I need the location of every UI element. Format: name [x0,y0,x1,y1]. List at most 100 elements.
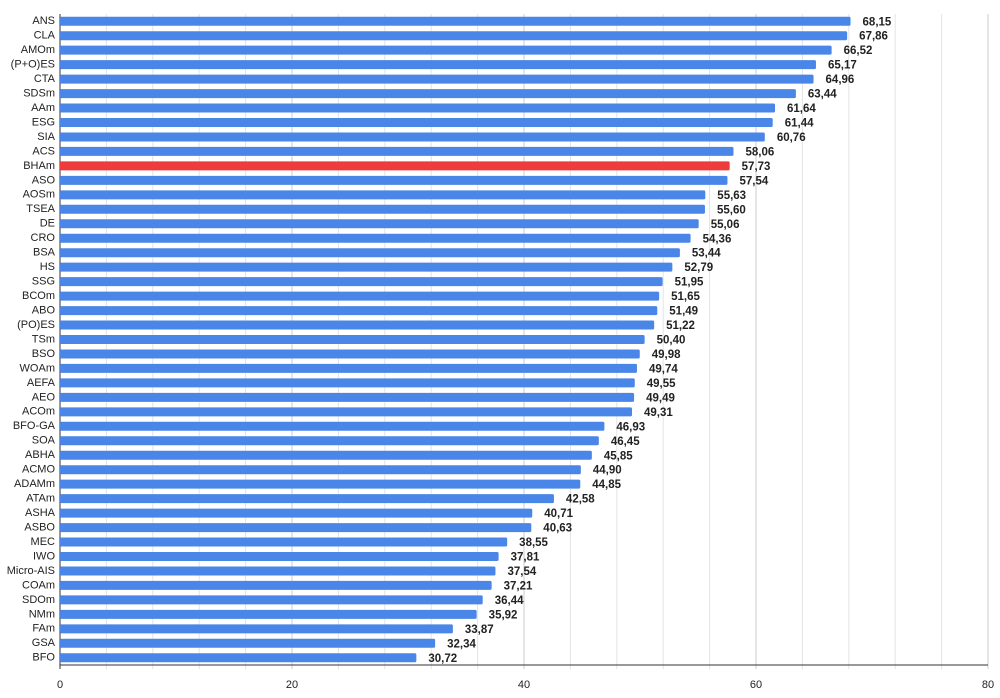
category-label: IWO [33,550,55,562]
category-label: AOSm [23,189,55,201]
bar [60,204,705,214]
value-label: 51,95 [675,277,704,289]
bar [60,494,554,504]
category-label: BFO-GA [13,420,56,432]
value-label: 55,63 [717,190,746,202]
value-label: 35,92 [489,609,518,621]
category-label: Micro-AIS [7,565,55,577]
value-label: 40,71 [544,508,573,520]
bar [60,190,706,200]
value-label: 51,22 [666,320,695,332]
bar [60,378,635,388]
category-label: WOAm [20,362,55,374]
bar [60,421,605,431]
value-label: 33,87 [465,624,494,636]
value-label: 42,58 [566,494,595,506]
value-label: 58,06 [745,146,774,158]
value-label: 63,44 [808,89,837,101]
category-label: SIA [37,131,55,143]
value-label: 65,17 [828,60,857,72]
value-label: 57,54 [739,175,768,187]
category-label: ABHA [25,449,56,461]
bar [60,407,632,417]
bar [60,277,663,287]
category-label: ASO [32,174,56,186]
bar [60,335,645,344]
category-label: BHAm [23,160,55,172]
bar [60,60,816,70]
value-label: 37,21 [504,580,533,592]
bar [60,16,851,26]
value-label: 36,44 [495,595,524,607]
category-label: (P+O)ES [11,59,55,71]
bar [60,262,673,272]
category-label: DE [40,218,55,230]
bar [60,609,477,619]
category-label: AMOm [21,44,55,56]
bar [60,508,533,518]
x-tick-label: 60 [750,679,762,691]
bar [60,248,680,258]
bar [60,436,599,446]
value-label: 53,44 [692,248,721,260]
category-label: SSG [32,276,55,288]
x-tick-label: 20 [286,679,298,691]
category-label: ANS [32,15,55,27]
category-label: TSm [32,333,55,345]
category-label: MEC [31,536,56,548]
bar [60,320,655,330]
x-tick-label: 0 [57,679,63,691]
bar [60,653,417,663]
value-label: 68,15 [863,16,892,28]
value-label: 55,60 [717,204,746,216]
category-label: BSO [32,348,56,360]
bar [60,363,637,373]
bar [60,118,773,127]
bar [60,580,492,590]
category-label: ADAMm [14,478,55,490]
bar [60,89,796,99]
category-label: AAm [31,102,55,114]
category-label: (PO)ES [17,319,55,331]
bar [60,349,640,359]
bar [60,624,453,634]
value-label: 37,81 [511,552,540,564]
bar [60,537,508,547]
category-label: SDSm [23,87,55,99]
bar [60,233,691,243]
value-label: 64,96 [826,74,855,86]
category-label: CTA [34,73,56,85]
category-label: ACS [32,145,55,157]
bar [60,132,765,142]
bar [60,146,734,156]
bar [60,219,699,229]
bar [60,465,581,475]
category-label: TSEA [26,203,55,215]
category-label: NMm [29,608,55,620]
value-label: 55,06 [711,219,740,231]
value-label: 51,65 [671,291,700,303]
category-label: FAm [32,623,55,635]
value-label: 49,98 [652,349,681,361]
value-label: 49,74 [649,363,678,375]
category-label: CLA [34,30,56,42]
category-label: COAm [22,579,55,591]
value-label: 57,73 [742,161,771,173]
bar [60,595,483,605]
category-label: SDOm [22,594,55,606]
category-label: ESG [32,116,55,128]
value-label: 45,85 [604,450,633,462]
category-label: ABO [32,304,56,316]
value-label: 44,85 [592,479,621,491]
value-label: 61,64 [787,103,816,115]
category-label: BCOm [22,290,55,302]
bar [60,103,776,113]
value-label: 66,52 [844,45,873,57]
bar [60,566,496,576]
value-label: 32,34 [447,638,476,650]
category-label: BSA [33,247,56,259]
value-label: 49,49 [646,392,675,404]
value-label: 61,44 [785,118,814,130]
value-label: 38,55 [519,537,548,549]
